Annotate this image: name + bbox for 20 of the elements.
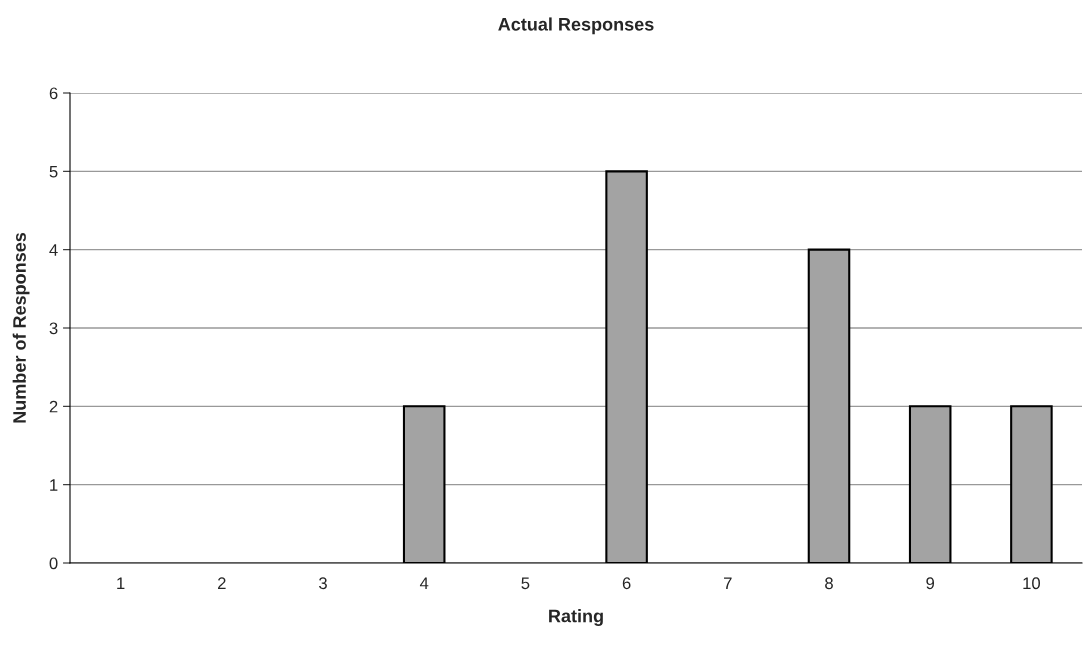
y-tick-label: 1	[50, 479, 58, 491]
y-tick-label: 4	[49, 244, 58, 256]
y-tick-label: 2	[49, 400, 58, 413]
chart-title: Actual Responses	[498, 17, 654, 35]
y-tick-label: 5	[49, 165, 58, 178]
y-tick-label: 6	[49, 87, 58, 100]
x-tick-label: 8	[825, 577, 833, 590]
x-tick-label: 3	[319, 577, 327, 590]
x-axis-title: Rating	[549, 609, 603, 626]
x-tick-label: 1	[117, 577, 125, 589]
x-tick-label: 6	[622, 577, 631, 590]
x-tick-label: 10	[1023, 577, 1041, 590]
x-tick-label: 2	[218, 577, 226, 589]
x-tick-label: 4	[419, 577, 429, 589]
x-tick-label: 9	[926, 577, 935, 590]
y-axis-title: Number of Responses	[12, 232, 30, 423]
x-tick-label: 5	[521, 577, 530, 590]
x-tick-label: 7	[724, 577, 732, 589]
y-tick-label: 3	[49, 322, 58, 335]
y-tick-label: 0	[49, 557, 58, 570]
